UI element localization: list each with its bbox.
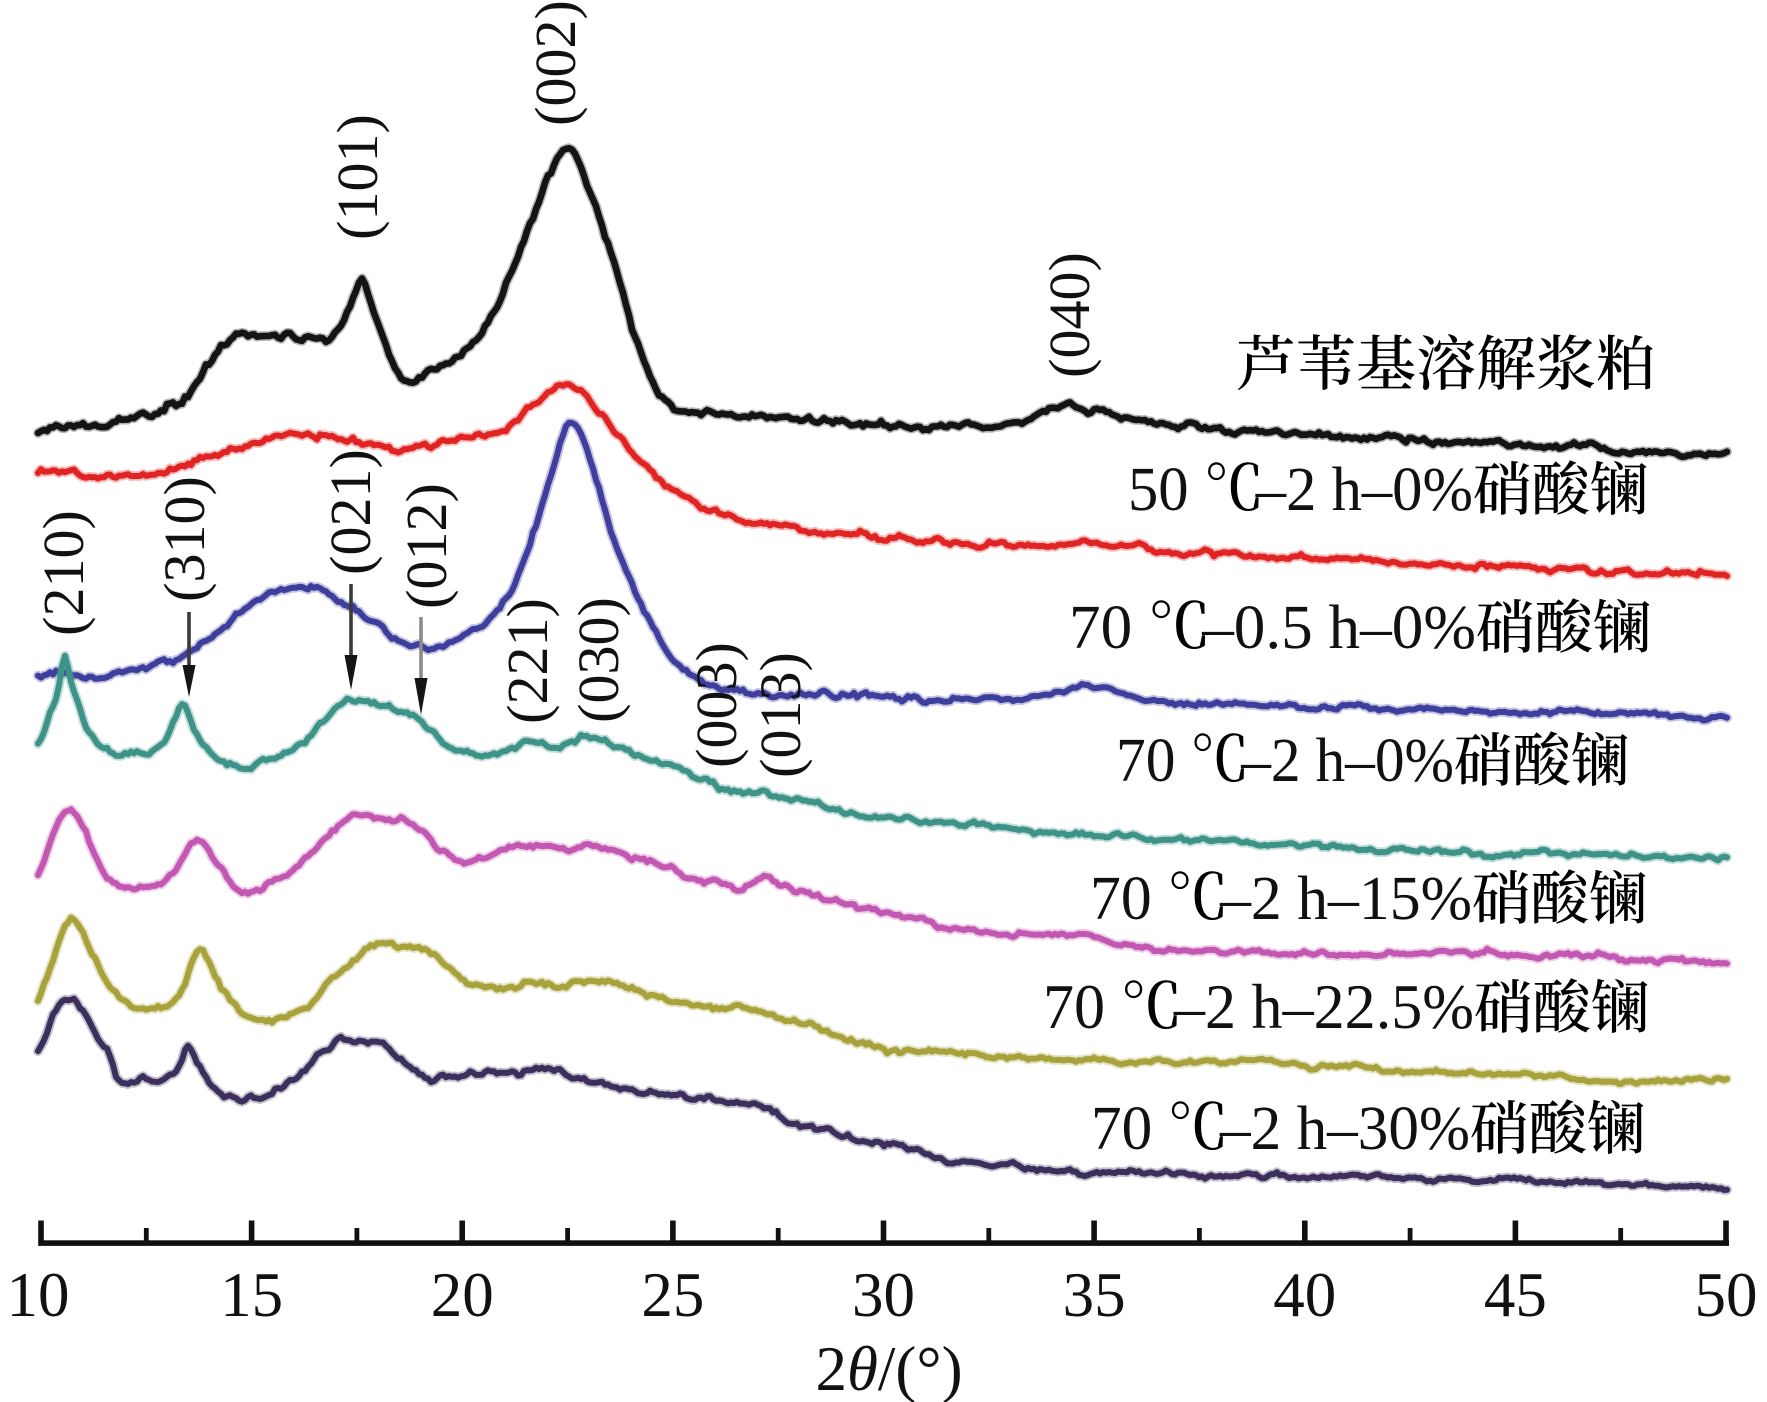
svg-text:20: 20	[431, 1260, 494, 1330]
svg-text:(021): (021)	[318, 449, 383, 575]
svg-text:(310): (310)	[152, 476, 217, 602]
svg-text:–2 h–22.5%: –2 h–22.5%	[1173, 972, 1474, 1042]
svg-text:15: 15	[220, 1260, 283, 1330]
svg-text:70: 70	[1116, 725, 1175, 795]
svg-text:70: 70	[1091, 1094, 1152, 1163]
svg-text:70: 70	[1043, 972, 1105, 1042]
svg-text:–2 h–15%: –2 h–15%	[1219, 863, 1472, 933]
svg-text:45: 45	[1484, 1260, 1547, 1330]
svg-text:–2 h–30%: –2 h–30%	[1219, 1094, 1470, 1163]
svg-text:–0.5 h–0%: –0.5 h–0%	[1201, 592, 1476, 662]
svg-text:(003): (003)	[684, 642, 749, 768]
svg-text:30: 30	[852, 1260, 915, 1330]
svg-text:(040): (040)	[1037, 252, 1102, 378]
svg-text:(002): (002)	[523, 0, 588, 126]
svg-text:–2 h–0%: –2 h–0%	[1240, 725, 1454, 795]
svg-text:(013): (013)	[748, 652, 813, 778]
svg-text:(221): (221)	[495, 598, 560, 724]
svg-text:40: 40	[1273, 1260, 1336, 1330]
svg-text:(101): (101)	[325, 114, 390, 240]
svg-text:50: 50	[1128, 455, 1189, 524]
svg-text:(210): (210)	[31, 510, 96, 636]
svg-text:50: 50	[1695, 1260, 1758, 1330]
svg-text:10: 10	[7, 1260, 70, 1330]
svg-text:70: 70	[1069, 592, 1132, 662]
svg-text:35: 35	[1063, 1260, 1126, 1330]
svg-text:25: 25	[641, 1260, 704, 1330]
svg-text:2θ/(°): 2θ/(°)	[815, 1334, 962, 1402]
svg-text:70: 70	[1090, 863, 1152, 933]
svg-text:(012): (012)	[394, 483, 459, 609]
svg-text:(030): (030)	[566, 597, 631, 723]
svg-text:–2 h–0%: –2 h–0%	[1255, 455, 1473, 524]
